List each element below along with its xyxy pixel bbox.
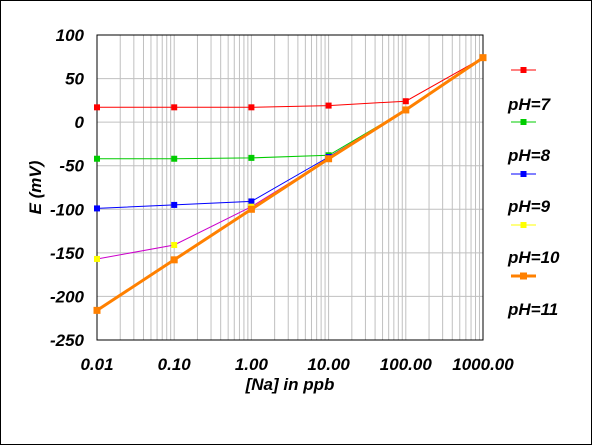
y-tick-label: -100 xyxy=(50,200,85,219)
y-tick-label: -200 xyxy=(50,287,85,306)
data-point xyxy=(94,155,100,162)
data-point xyxy=(248,154,255,161)
y-tick-label: 0 xyxy=(75,113,85,132)
data-point xyxy=(247,205,255,213)
y-tick-label: -150 xyxy=(50,244,85,263)
y-tick-label: 100 xyxy=(56,26,85,45)
x-tick-label: 100.00 xyxy=(380,355,433,374)
data-point xyxy=(479,54,487,62)
legend-entry-pH=10: pH=10 xyxy=(507,222,560,267)
legend-label: pH=10 xyxy=(507,248,560,267)
data-point xyxy=(94,255,100,262)
data-point xyxy=(94,104,100,111)
legend-entry-pH=11: pH=11 xyxy=(507,272,558,319)
x-tick-label: 0.01 xyxy=(80,355,113,374)
data-point xyxy=(402,106,410,114)
x-axis-tick-labels: 0.01 0.10 1.00 10.00 100.00 1000.00 xyxy=(80,355,514,374)
legend-entry-pH=9: pH=9 xyxy=(507,171,551,216)
y-tick-label: -50 xyxy=(59,157,84,176)
data-point xyxy=(402,98,409,105)
plot-area xyxy=(96,34,484,341)
series-lines xyxy=(93,54,487,314)
legend-entry-pH=7: pH=7 xyxy=(507,67,552,114)
x-tick-label: 10.00 xyxy=(307,355,350,374)
grid xyxy=(96,34,483,341)
data-point xyxy=(325,155,333,163)
y-tick-label: 50 xyxy=(65,70,84,89)
data-point xyxy=(94,205,100,212)
legend-marker xyxy=(520,171,527,177)
x-tick-label: 1000.00 xyxy=(452,355,514,374)
data-point xyxy=(171,201,178,208)
legend: pH=7 pH=8 pH=9 pH=10 pH=11 xyxy=(507,67,560,319)
series-pH=8 xyxy=(94,54,486,162)
data-point xyxy=(171,155,178,162)
legend-marker xyxy=(520,67,527,73)
x-axis-label: [Na] in ppb xyxy=(245,375,335,394)
legend-label: pH=11 xyxy=(507,300,558,319)
y-axis-label: E (mV) xyxy=(26,160,45,214)
data-point xyxy=(170,256,178,264)
data-point xyxy=(325,102,332,109)
legend-label: pH=9 xyxy=(507,197,551,216)
x-tick-label: 0.10 xyxy=(158,355,192,374)
legend-marker xyxy=(520,272,527,280)
legend-marker xyxy=(520,119,527,125)
data-point xyxy=(248,104,255,111)
series-line xyxy=(97,57,484,160)
data-point xyxy=(171,242,178,249)
series-line xyxy=(97,57,484,108)
legend-marker xyxy=(520,222,527,228)
data-point xyxy=(248,198,255,205)
legend-entry-pH=8: pH=8 xyxy=(507,119,551,165)
y-tick-label: -250 xyxy=(50,331,85,350)
y-axis-tick-labels: 100 50 0 -50 -100 -150 -200 -250 xyxy=(50,26,85,350)
data-point xyxy=(171,104,178,111)
series-pH=11 xyxy=(93,54,487,314)
x-tick-label: 1.00 xyxy=(235,355,269,374)
data-point xyxy=(93,306,101,314)
series-line xyxy=(96,57,484,209)
series-pH=7 xyxy=(94,54,486,111)
legend-label: pH=7 xyxy=(507,95,552,114)
series-line xyxy=(96,56,484,312)
legend-label: pH=8 xyxy=(507,146,551,165)
